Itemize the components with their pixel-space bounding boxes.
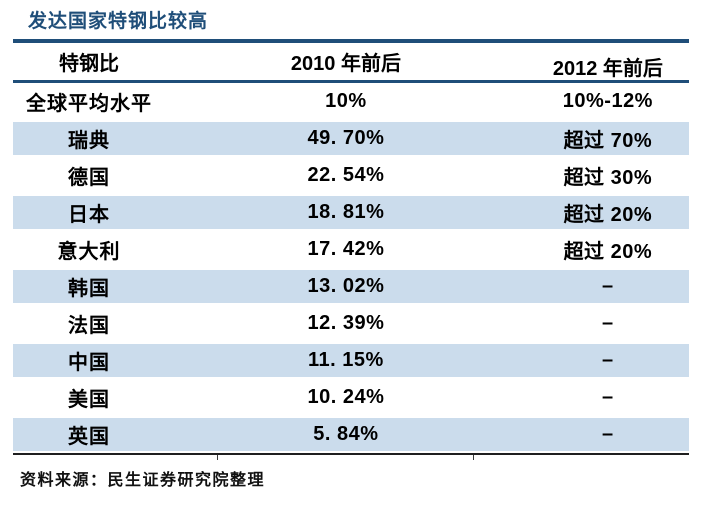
table-row: 法国 12. 39% – xyxy=(13,305,689,342)
value-2010-cell: 17. 42% xyxy=(307,238,385,260)
page-title: 发达国家特钢比较高 xyxy=(28,11,209,32)
country-name-cell: 瑞典 xyxy=(68,130,111,152)
country-name-cell: 日本 xyxy=(68,204,111,226)
value-2012-cell: – xyxy=(602,349,614,371)
value-2012-cell: – xyxy=(602,423,614,445)
table-row: 全球平均水平 10% 10%-12% xyxy=(13,83,689,120)
header-cell-period-2012: 2012 年前后 xyxy=(552,58,663,80)
value-2012-cell: 超过 20% xyxy=(563,204,653,226)
value-2010-cell: 49. 70% xyxy=(307,127,385,149)
value-2010-cell: 11. 15% xyxy=(308,349,384,371)
value-2012-cell: – xyxy=(602,386,614,408)
country-name-cell: 英国 xyxy=(68,426,111,448)
table-row: 美国 10. 24% – xyxy=(13,379,689,416)
value-2012-cell: 超过 20% xyxy=(563,241,653,263)
table-row: 日本 18. 81% 超过 20% xyxy=(13,194,689,231)
country-name-cell: 美国 xyxy=(68,389,111,411)
value-2010-cell: 10% xyxy=(325,90,367,112)
value-2012-cell: – xyxy=(602,312,614,334)
value-2010-cell: 12. 39% xyxy=(307,312,385,334)
country-name-cell: 德国 xyxy=(68,167,111,189)
table-row: 韩国 13. 02% – xyxy=(13,268,689,305)
table-row: 德国 22. 54% 超过 30% xyxy=(13,157,689,194)
country-name-cell: 意大利 xyxy=(57,241,121,263)
country-name-cell: 中国 xyxy=(68,352,111,374)
country-name-cell: 法国 xyxy=(68,315,111,337)
value-2012-cell: 超过 70% xyxy=(563,130,653,152)
column-tick xyxy=(473,455,475,460)
table-row: 中国 11. 15% – xyxy=(13,342,689,379)
country-name-cell: 韩国 xyxy=(68,278,111,300)
value-2010-cell: 10. 24% xyxy=(307,386,385,408)
value-2010-cell: 22. 54% xyxy=(307,164,385,186)
special-steel-table: 特钢比 2010 年前后 2012 年前后 全球平均水平 10% 10%-12%… xyxy=(13,39,689,460)
table-header-row: 特钢比 2010 年前后 2012 年前后 xyxy=(13,39,689,83)
table-row: 意大利 17. 42% 超过 20% xyxy=(13,231,689,268)
table-bottom-border xyxy=(13,453,689,460)
table-row: 英国 5. 84% – xyxy=(13,416,689,453)
value-2010-cell: 5. 84% xyxy=(313,423,379,445)
column-tick xyxy=(217,455,219,460)
value-2012-cell: – xyxy=(602,275,614,297)
source-note: 资料来源：民生证券研究院整理 xyxy=(20,472,266,489)
header-cell-metric: 特钢比 xyxy=(59,53,120,75)
header-cell-period-2010: 2010 年前后 xyxy=(290,53,401,75)
table-row: 瑞典 49. 70% 超过 70% xyxy=(13,120,689,157)
value-2012-cell: 10%-12% xyxy=(562,90,653,112)
value-2012-cell: 超过 30% xyxy=(563,167,653,189)
value-2010-cell: 18. 81% xyxy=(307,201,385,223)
country-name-cell: 全球平均水平 xyxy=(26,93,153,115)
value-2010-cell: 13. 02% xyxy=(307,275,385,297)
